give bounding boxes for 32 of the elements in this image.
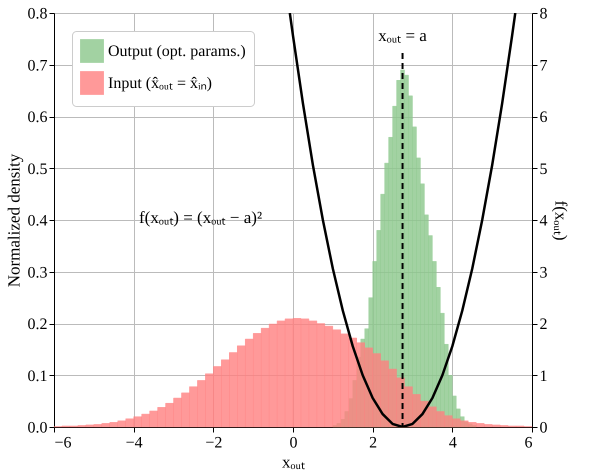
y2-axis-title: f(xₒᵤₜ)	[552, 200, 570, 240]
y2-tick-label: 8	[540, 6, 548, 22]
y2-tick-label: 0	[540, 420, 548, 436]
y-tick-label: 0.6	[28, 109, 48, 126]
legend-label: Output (opt. params.)	[108, 43, 246, 60]
y-tick-label: 0.4	[28, 212, 48, 230]
y-tick-label: 0.3	[28, 264, 48, 282]
y-tick-label: 0.0	[28, 420, 48, 436]
y2-tick-label: 6	[540, 109, 548, 126]
y-tick-label: 0.7	[28, 57, 48, 74]
x-tick-label: 2	[369, 434, 378, 452]
y-tick-label: 0.1	[28, 368, 48, 385]
annotation: f(xₒᵤₜ) = (xₒᵤₜ − a)²	[139, 208, 262, 227]
y-tick-label: 0.5	[28, 160, 48, 178]
y2-tick-label: 4	[540, 212, 548, 230]
y2-tick-label: 3	[540, 264, 548, 282]
x-tick-label: 0	[290, 434, 298, 452]
x-axis-title: xₒᵤₜ	[282, 452, 305, 471]
y-axis-title: Normalized density	[4, 153, 24, 288]
y2-tick-label: 1	[540, 368, 548, 385]
y-tick-label: 0.8	[28, 6, 48, 22]
x-tick-label: −4	[126, 434, 143, 452]
ref-line-label: xₒᵤₜ = a	[378, 26, 428, 45]
legend-label: Input (x̂ₒᵤₜ = x̂ᵢₙ)	[108, 75, 212, 92]
x-tick-label: −2	[205, 434, 222, 452]
x-tick-label: 4	[448, 434, 457, 452]
y-tick-label: 0.2	[28, 316, 48, 333]
x-tick-label: 6	[524, 434, 532, 452]
y2-tick-label: 7	[540, 57, 548, 74]
x-tick-label: −6	[54, 434, 72, 452]
y2-tick-label: 2	[540, 316, 548, 333]
y2-tick-label: 5	[540, 160, 548, 178]
